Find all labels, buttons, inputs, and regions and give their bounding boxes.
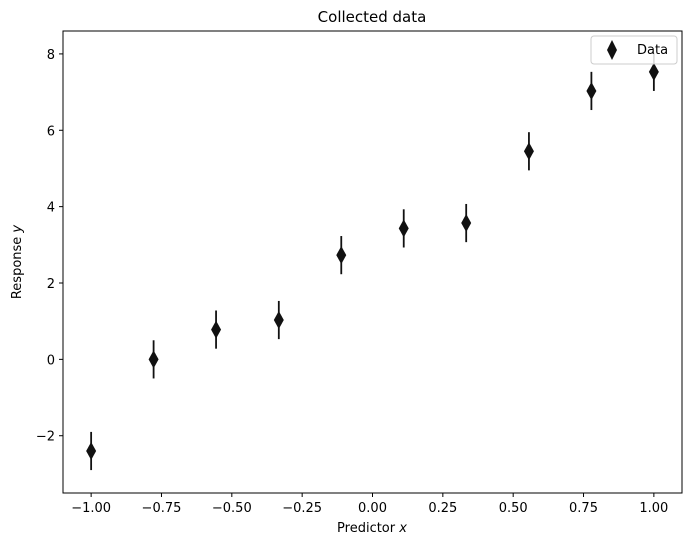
x-tick-label: 0.25 [428, 501, 457, 516]
x-tick-label: 0.50 [499, 501, 528, 516]
legend-label-data: Data [637, 43, 668, 58]
y-axis: −2 0 2 4 6 8 [36, 48, 63, 445]
data-point-marker [586, 81, 597, 100]
data-point-marker [148, 350, 159, 369]
marks-layer [86, 52, 659, 471]
y-tick-label: 6 [47, 124, 55, 139]
data-point-marker [86, 442, 97, 460]
plot-frame [62, 30, 683, 494]
x-tick-label: 0.75 [569, 501, 598, 516]
x-tick-label: −0.25 [282, 501, 322, 516]
x-axis: −1.00 −0.75 −0.50 −0.25 0.00 0.25 0.50 0.75 1.00 [71, 493, 668, 516]
data-point-marker [648, 62, 659, 81]
legend: Data [590, 35, 678, 65]
x-tick-label: −1.00 [71, 501, 111, 516]
x-tick-label: −0.50 [212, 501, 252, 516]
legend-diamond-marker [607, 40, 617, 60]
y-tick-label: 4 [47, 201, 55, 216]
data-point-marker [273, 311, 284, 330]
x-tick-label: 0.00 [358, 501, 387, 516]
data-point-marker [523, 142, 534, 161]
x-tick-label: −0.75 [142, 501, 182, 516]
y-tick-label: 2 [47, 277, 55, 292]
data-point-marker [398, 219, 409, 238]
data-point-marker [211, 320, 222, 339]
y-tick-label: −2 [36, 430, 55, 445]
y-tick-label: 8 [47, 48, 55, 63]
x-tick-label: 1.00 [639, 501, 668, 516]
chart-title: Collected data [318, 8, 427, 26]
y-tick-label: 0 [47, 353, 55, 368]
data-point-marker [461, 214, 472, 233]
x-axis-label: Predictor x [337, 521, 407, 536]
y-axis-label: Response y [10, 225, 25, 300]
data-point-marker [336, 246, 347, 265]
